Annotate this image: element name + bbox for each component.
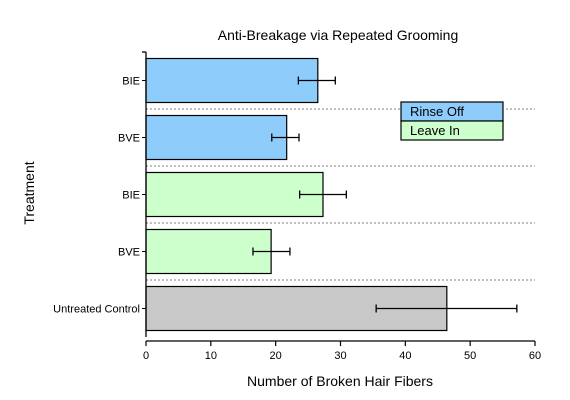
category-label: BVE [118,247,140,259]
bar [145,171,324,218]
bar [145,228,272,275]
category-label: BIE [122,190,140,202]
x-tick-label: 10 [205,350,217,362]
axes: BIE BVE BIE BVE Untreated Control 0 10 20 30 40 50… [53,51,541,362]
x-tick-label: 50 [464,350,476,362]
chart-title: Anti-Breakage via Repeated Grooming [218,27,458,43]
legend-label: Leave In [410,123,460,138]
category-label: BIE [122,76,140,88]
legend-label: Rinse Off [410,104,464,119]
legend-swatch [400,120,504,141]
y-axis-label: Treatment [21,161,37,224]
legend: Rinse Off Leave In [400,101,505,141]
x-tick-label: 0 [143,350,149,362]
bar [145,57,319,104]
category-label: BVE [118,133,140,145]
x-axis-label: Number of Broken Hair Fibers [247,373,433,389]
x-tick-label: 20 [270,350,282,362]
bars [145,57,518,332]
x-tick-label: 60 [529,350,541,362]
bar [145,114,288,161]
category-label: Untreated Control [53,304,140,316]
x-tick-label: 40 [399,350,411,362]
x-tick-label: 30 [334,350,346,362]
